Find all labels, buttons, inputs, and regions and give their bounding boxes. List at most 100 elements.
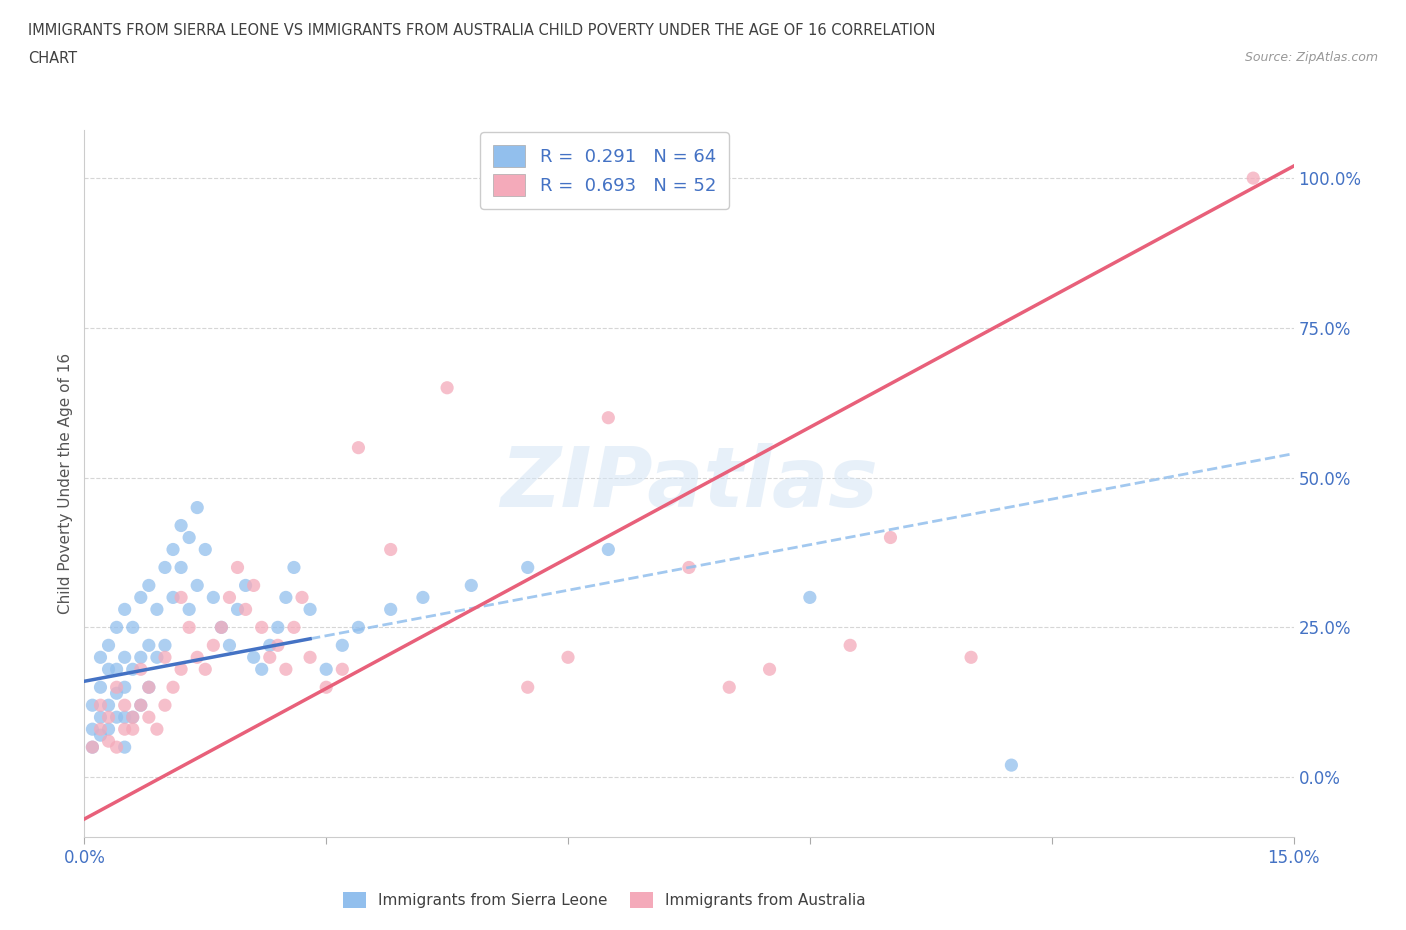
Point [82,722,104,737]
Point [259,638,281,653]
Point [516,680,538,695]
Point [179,530,201,545]
Point [598,410,620,425]
Point [89,722,111,737]
Point [97,662,120,677]
Point [129,650,152,665]
Point [89,698,111,712]
Point [460,578,482,592]
Point [138,680,160,695]
Point [299,650,322,665]
Point [194,542,217,557]
Point [89,710,111,724]
Point [146,650,169,665]
Point [299,602,322,617]
Point [1000,758,1022,773]
Point [226,602,249,617]
Text: IMMIGRANTS FROM SIERRA LEONE VS IMMIGRANTS FROM AUSTRALIA CHILD POVERTY UNDER TH: IMMIGRANTS FROM SIERRA LEONE VS IMMIGRAN… [28,23,935,38]
Point [114,739,136,754]
Point [89,680,111,695]
Point [179,602,201,617]
Point [105,710,128,724]
Point [97,734,120,749]
Point [121,662,143,677]
Point [283,560,305,575]
Point [114,698,136,712]
Point [250,620,273,635]
Point [218,638,240,653]
Point [202,638,225,653]
Point [436,380,458,395]
Point [330,638,353,653]
Point [105,739,128,754]
Point [209,620,232,635]
Point [82,739,104,754]
Point [82,739,104,754]
Point [259,650,281,665]
Text: Source: ZipAtlas.com: Source: ZipAtlas.com [1244,51,1378,64]
Point [146,722,169,737]
Point [186,578,208,592]
Point [121,620,143,635]
Point [138,638,160,653]
Point [82,698,104,712]
Point [129,662,152,677]
Point [129,698,152,712]
Point [202,590,225,604]
Point [114,722,136,737]
Point [97,722,120,737]
Point [347,440,370,455]
Point [170,590,193,604]
Point [146,602,169,617]
Point [114,680,136,695]
Point [179,620,201,635]
Point [250,662,273,677]
Point [839,638,862,653]
Point [129,698,152,712]
Point [283,620,305,635]
Point [97,638,120,653]
Point [162,590,184,604]
Point [105,662,128,677]
Point [598,542,620,557]
Point [129,590,152,604]
Point [186,650,208,665]
Point [758,662,780,677]
Point [267,620,290,635]
Point [153,638,176,653]
Point [274,590,297,604]
Point [242,578,264,592]
Point [170,662,193,677]
Point [315,680,337,695]
Point [97,698,120,712]
Point [105,685,128,700]
Text: ZIPatlas: ZIPatlas [501,443,877,525]
Point [315,662,337,677]
Point [89,728,111,743]
Point [194,662,217,677]
Point [89,650,111,665]
Point [138,578,160,592]
Point [153,560,176,575]
Point [105,620,128,635]
Point [380,602,402,617]
Point [114,710,136,724]
Point [162,680,184,695]
Point [412,590,434,604]
Point [242,650,264,665]
Legend: Immigrants from Sierra Leone, Immigrants from Australia: Immigrants from Sierra Leone, Immigrants… [336,886,872,914]
Point [274,662,297,677]
Point [121,722,143,737]
Point [718,680,741,695]
Point [138,710,160,724]
Point [209,620,232,635]
Point [170,518,193,533]
Point [267,638,290,653]
Point [138,680,160,695]
Point [347,620,370,635]
Point [170,560,193,575]
Point [105,680,128,695]
Point [235,602,257,617]
Point [218,590,240,604]
Y-axis label: Child Poverty Under the Age of 16: Child Poverty Under the Age of 16 [58,353,73,614]
